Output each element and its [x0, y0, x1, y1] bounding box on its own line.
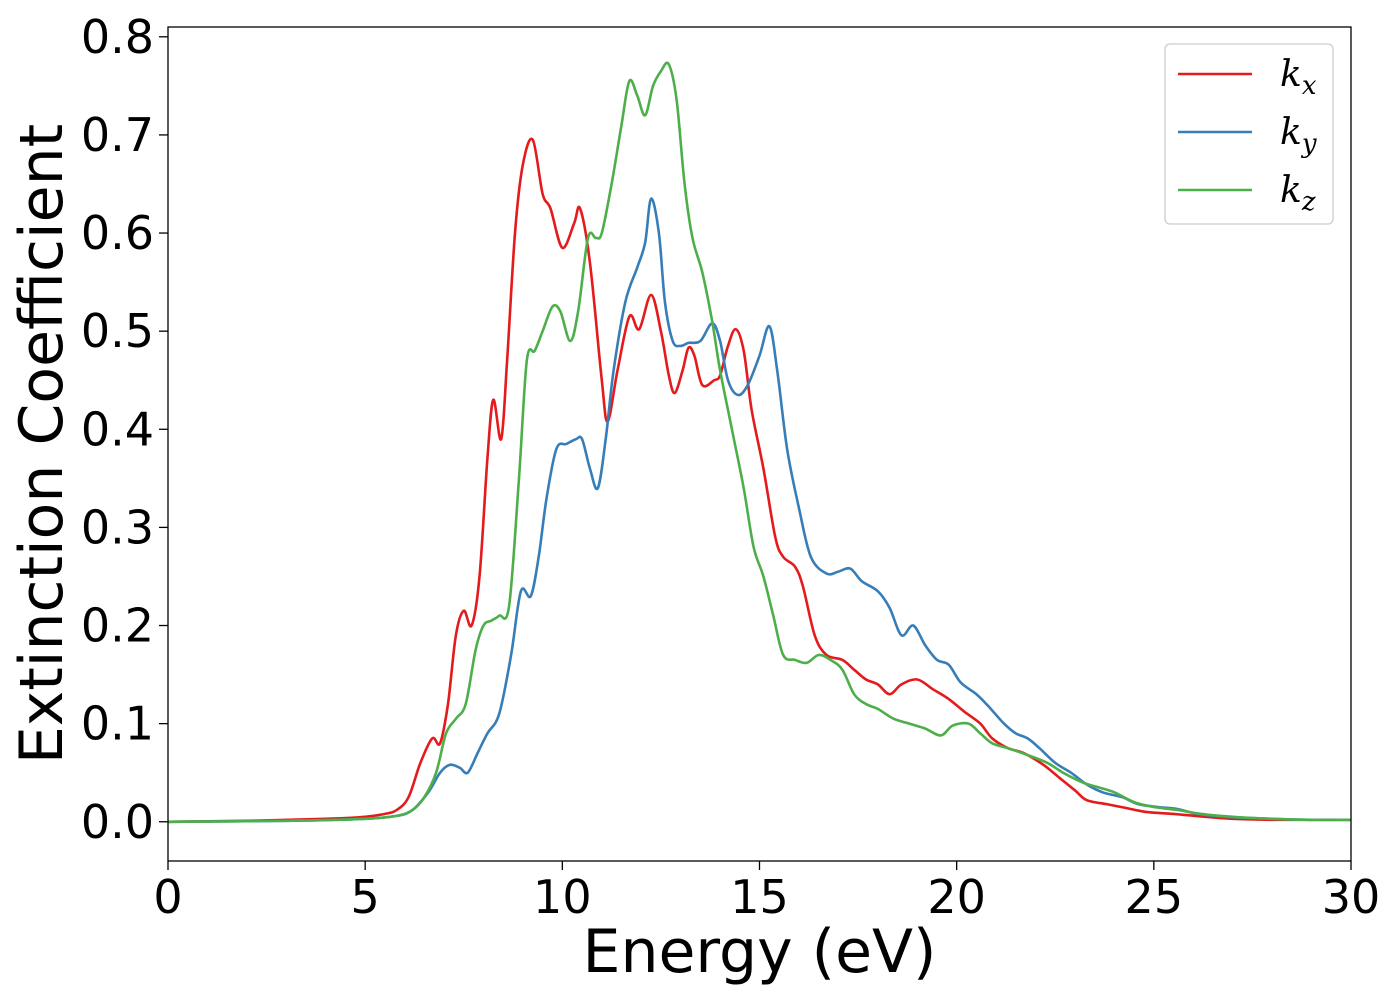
- series-line-kx: [167, 137, 1351, 824]
- legend-label-subscript: y: [1301, 129, 1317, 159]
- x-tick-label: 25: [1125, 870, 1184, 924]
- legend-label-subscript: x: [1302, 71, 1317, 101]
- series-lines: [167, 61, 1352, 824]
- y-tick-label: 0.7: [81, 108, 154, 162]
- series-line-ky: [167, 197, 1352, 824]
- x-axis-title: Energy (eV): [583, 917, 937, 987]
- series-line-kz: [167, 61, 1352, 824]
- y-tick-label: 0.6: [81, 206, 154, 260]
- legend-label-main: k: [1280, 54, 1302, 95]
- legend-label-main: k: [1280, 112, 1302, 153]
- y-tick-label: 0.3: [81, 500, 154, 554]
- legend-box: [1164, 43, 1334, 225]
- axis-ticks: 0 5 10 15 20 25 30 0.0 0.1 0.2 0.3 0.4 0.5 0.6 0.7 0.8: [81, 10, 1380, 924]
- legend-label-subscript: z: [1301, 187, 1316, 217]
- x-tick-label: 15: [730, 870, 789, 924]
- y-tick-label: 0.5: [81, 304, 154, 358]
- legend-label-ky: ky: [1280, 112, 1317, 159]
- y-axis-title: Extinction Coefficient: [7, 124, 77, 764]
- x-tick-label: 20: [927, 870, 986, 924]
- y-tick-label: 0.8: [81, 10, 154, 64]
- x-tick-label: 5: [351, 870, 380, 924]
- legend-label-kz: kz: [1280, 170, 1316, 217]
- y-tick-label: 0.1: [81, 697, 154, 751]
- y-tick-label: 0.0: [81, 795, 154, 849]
- x-tick-label: 10: [533, 870, 592, 924]
- legend-label-main: k: [1280, 170, 1302, 211]
- legend-label-kx: kx: [1280, 54, 1317, 101]
- x-tick-label: 30: [1322, 870, 1381, 924]
- y-tick-label: 0.2: [81, 599, 154, 653]
- x-tick-label: 0: [153, 870, 182, 924]
- y-tick-label: 0.4: [81, 402, 154, 456]
